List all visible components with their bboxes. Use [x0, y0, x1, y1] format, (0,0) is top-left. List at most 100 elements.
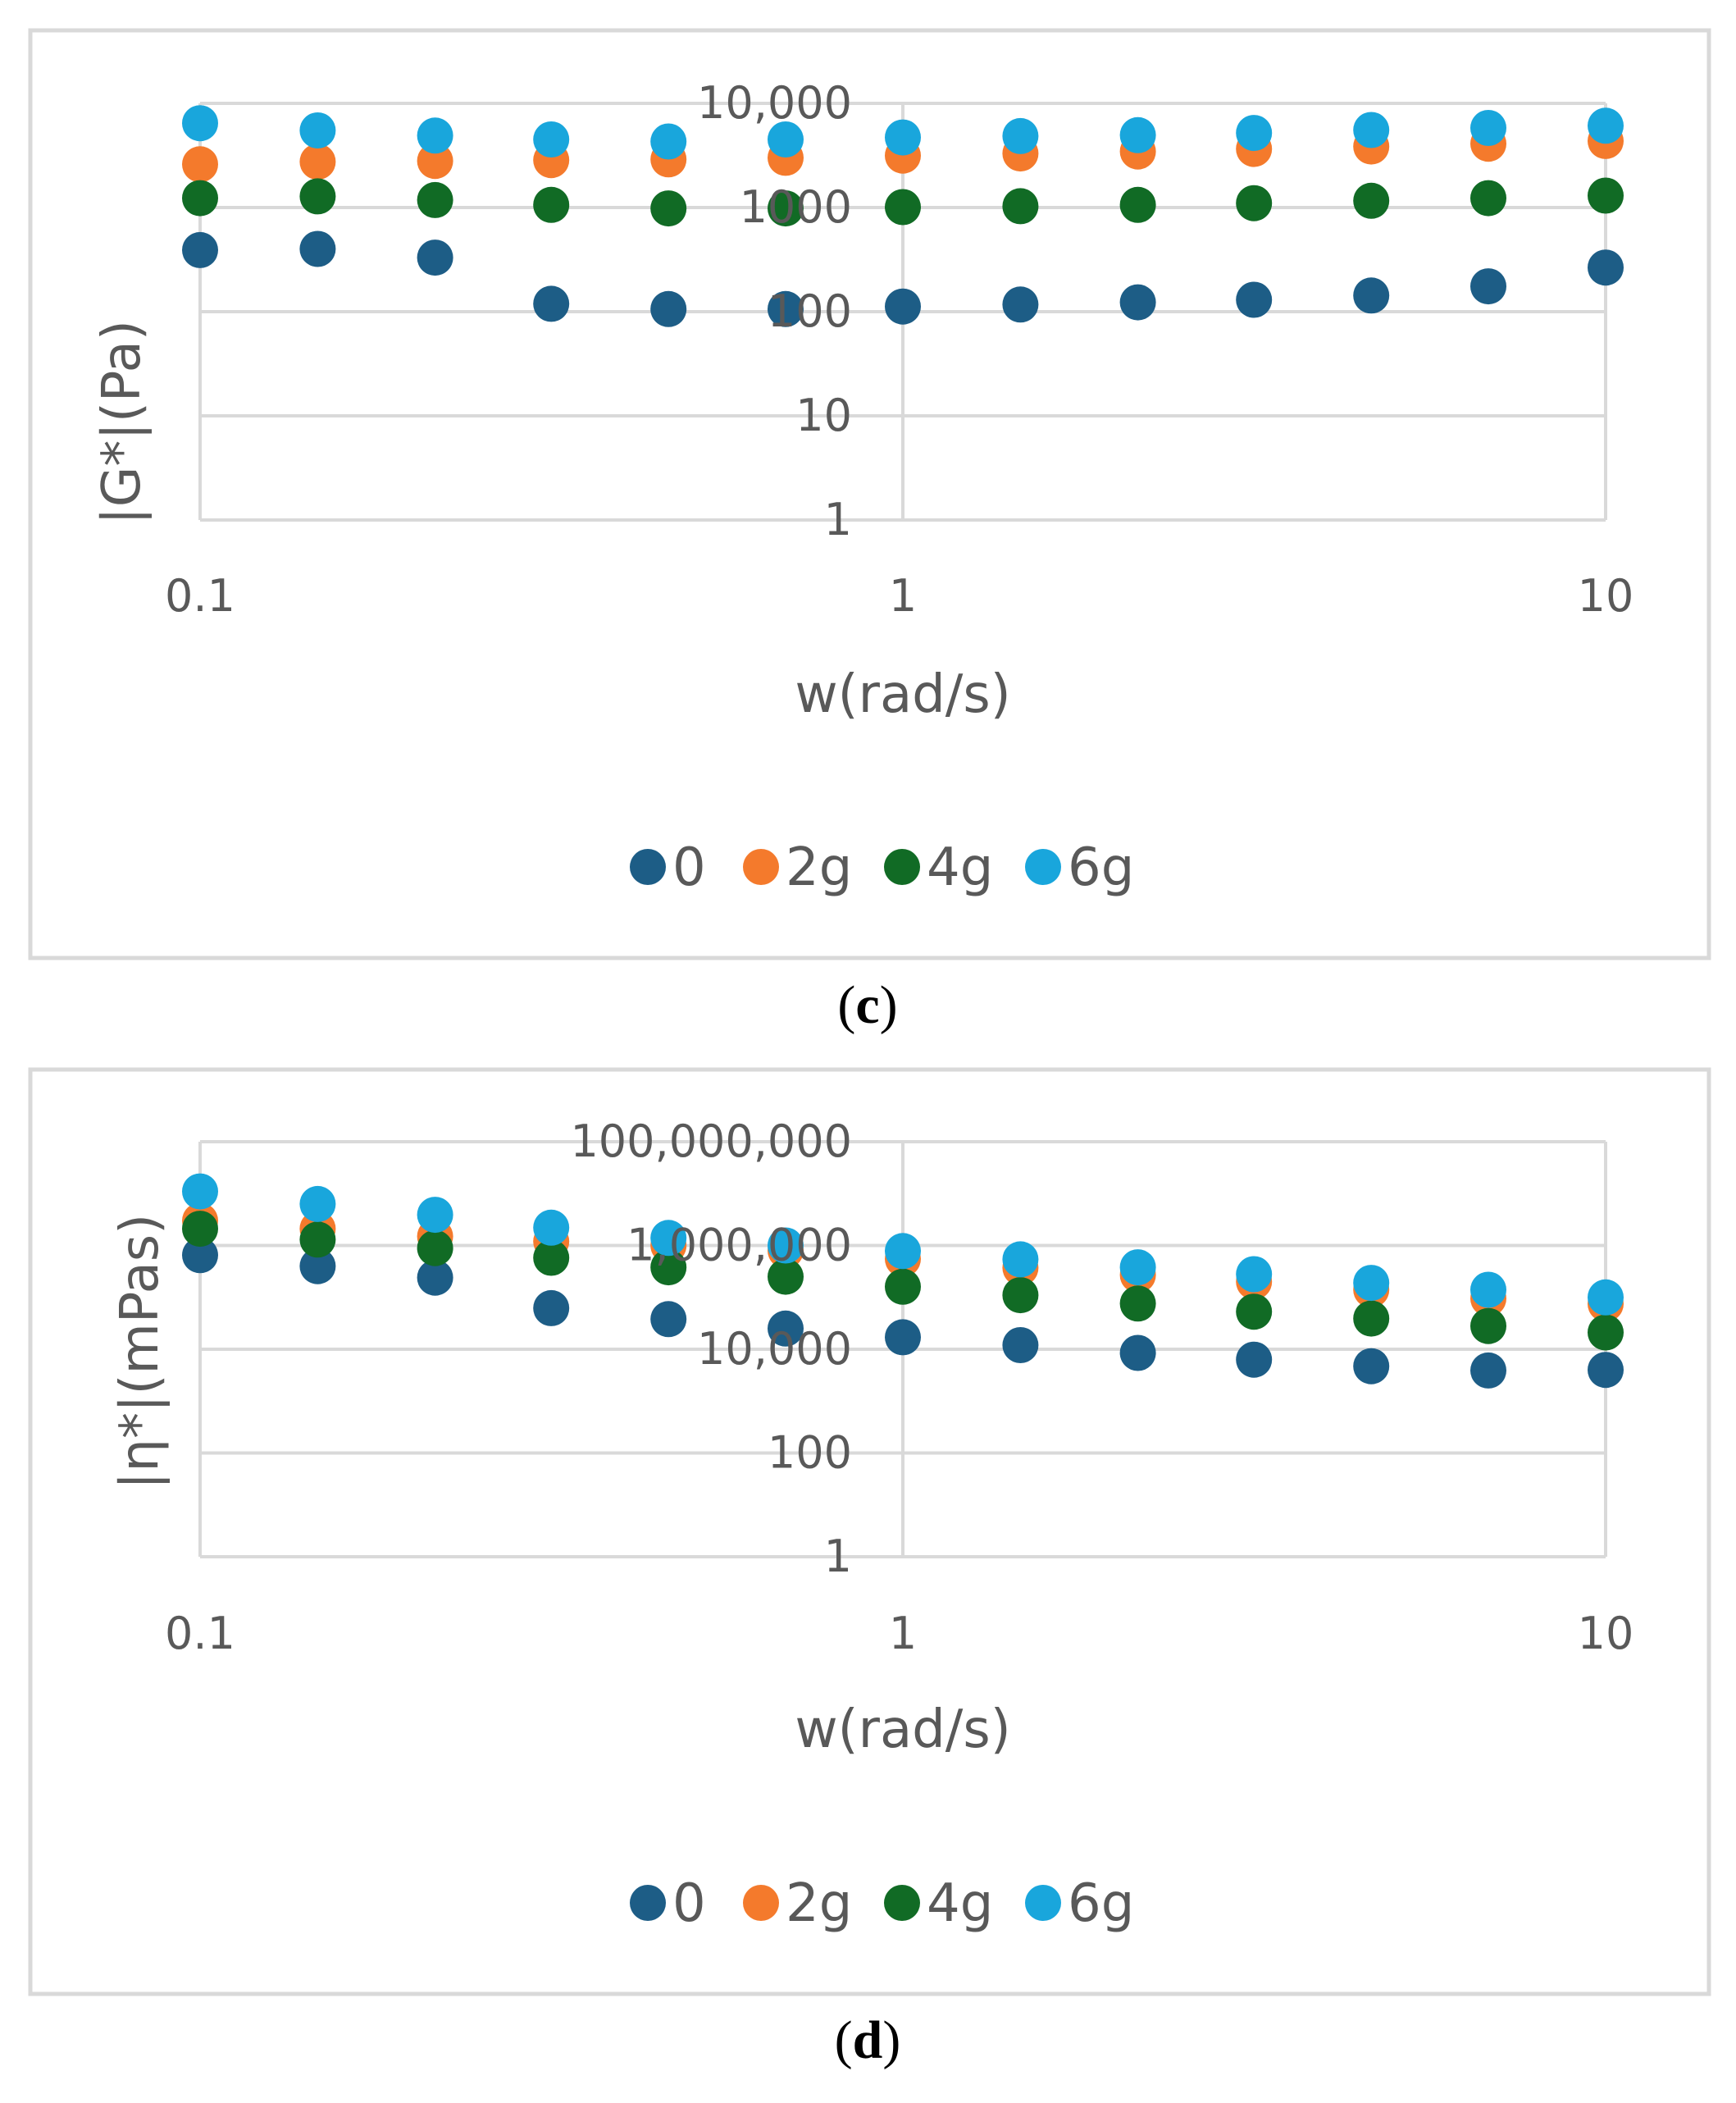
data-point-series-6g	[1470, 110, 1506, 146]
data-point-series-0	[1236, 1341, 1273, 1378]
legend-label-series-6g: 6g	[1068, 837, 1134, 898]
x-tick-label: 1	[889, 1608, 917, 1659]
chart-frame	[28, 1067, 1711, 1996]
y-tick-label: 1000	[740, 181, 852, 233]
legend-marker-series-6g	[1025, 849, 1061, 885]
data-point-series-0	[417, 239, 453, 276]
x-tick-label: 0.1	[165, 1608, 235, 1659]
legend-marker-series-0	[630, 1885, 666, 1921]
data-point-series-6g	[885, 1233, 921, 1270]
chart-panel-c: 1 10 100 1000 10,000 0.1 1 10 w(rad/s) |G*|(Pa) 0 2…	[28, 28, 1711, 1035]
data-point-series-6g	[885, 119, 921, 156]
data-point-series-0	[299, 1248, 336, 1284]
legend-label-series-6g: 6g	[1068, 1873, 1134, 1934]
data-point-series-6g	[1470, 1271, 1506, 1308]
legend-marker-series-4g	[884, 1885, 920, 1921]
legend-marker-series-6g	[1025, 1885, 1061, 1921]
x-tick-label: 0.1	[165, 570, 235, 622]
data-point-series-4g	[417, 1229, 453, 1266]
y-axis-title: |η*|(mPas)	[110, 1214, 171, 1489]
data-point-series-6g	[182, 1173, 218, 1210]
data-point-series-2g	[299, 144, 336, 180]
data-points	[182, 105, 1624, 327]
data-point-series-4g	[885, 1268, 921, 1305]
data-point-series-6g	[1119, 1249, 1156, 1286]
data-point-series-0	[1588, 249, 1624, 286]
data-point-series-0	[1470, 268, 1506, 305]
legend-label-series-4g: 4g	[927, 1873, 993, 1934]
data-point-series-4g	[417, 181, 453, 218]
data-point-series-6g	[533, 1209, 570, 1246]
caption-letter: c	[855, 975, 879, 1035]
legend-marker-series-0	[630, 849, 666, 885]
y-tick-label: 100	[768, 285, 852, 337]
legend-marker-series-4g	[884, 849, 920, 885]
data-point-series-6g	[650, 1220, 687, 1257]
legend-marker-series-2g	[743, 1885, 779, 1921]
data-point-series-0	[1353, 277, 1390, 314]
y-tick-label: 1	[824, 494, 852, 545]
x-tick-label: 10	[1578, 1608, 1634, 1659]
caption-open-paren: (	[837, 975, 855, 1035]
caption-close-paren: )	[880, 975, 898, 1035]
legend-label-series-2g: 2g	[786, 837, 852, 898]
y-tick-label: 10,000	[697, 77, 852, 129]
data-point-series-4g	[1002, 1277, 1039, 1314]
data-point-series-0	[299, 230, 336, 267]
panel-caption: (c)	[837, 975, 897, 1035]
data-point-series-4g	[1119, 1285, 1156, 1322]
legend: 0 2g 4g 6g	[630, 1873, 1134, 1934]
data-point-series-0	[533, 1289, 570, 1326]
data-point-series-4g	[650, 1249, 687, 1286]
data-point-series-0	[417, 1259, 453, 1296]
data-point-series-4g	[885, 189, 921, 226]
caption-open-paren: (	[835, 2010, 853, 2070]
data-point-series-0	[1002, 286, 1039, 323]
legend-label-series-0: 0	[672, 1873, 706, 1934]
data-point-series-4g	[182, 1211, 218, 1248]
caption-close-paren: )	[882, 2010, 900, 2070]
data-point-series-0	[1002, 1327, 1039, 1363]
legend: 0 2g 4g 6g	[630, 837, 1134, 898]
data-point-series-4g	[1470, 180, 1506, 217]
data-point-series-6g	[1588, 1279, 1624, 1316]
data-point-series-0	[768, 290, 804, 327]
data-point-series-4g	[299, 178, 336, 215]
data-point-series-0	[1119, 284, 1156, 321]
y-tick-label: 100	[768, 1427, 852, 1479]
y-tick-label: 1,000,000	[627, 1220, 852, 1271]
data-point-series-0	[1470, 1352, 1506, 1389]
data-point-series-6g	[1236, 115, 1273, 152]
data-point-series-0	[650, 290, 687, 327]
x-axis-title: w(rad/s)	[795, 1699, 1010, 1760]
data-point-series-0	[1353, 1348, 1390, 1385]
legend-marker-series-2g	[743, 849, 779, 885]
y-tick-label: 1	[824, 1530, 852, 1582]
legend-label-series-0: 0	[672, 837, 706, 898]
x-tick-label: 10	[1578, 570, 1634, 622]
data-point-series-4g	[768, 190, 804, 227]
data-point-series-0	[768, 1310, 804, 1347]
y-tick-label: 10,000	[697, 1323, 852, 1375]
data-point-series-6g	[533, 121, 570, 157]
data-point-series-4g	[768, 1258, 804, 1295]
data-point-series-0	[182, 1237, 218, 1274]
data-point-series-6g	[1002, 1241, 1039, 1278]
data-point-series-0	[1236, 281, 1273, 318]
data-point-series-6g	[650, 123, 687, 160]
caption-letter: d	[853, 2010, 883, 2070]
data-point-series-4g	[1236, 185, 1273, 221]
data-point-series-2g	[182, 146, 218, 183]
data-point-series-4g	[1588, 177, 1624, 214]
data-point-series-4g	[533, 186, 570, 223]
y-axis-title: |G*|(Pa)	[92, 320, 153, 525]
data-point-series-4g	[1236, 1293, 1273, 1330]
data-point-series-6g	[299, 112, 336, 148]
y-tick-label: 10	[795, 390, 852, 441]
data-point-series-4g	[182, 180, 218, 217]
legend-label-series-2g: 2g	[786, 1873, 852, 1934]
data-point-series-4g	[299, 1221, 336, 1258]
data-point-series-6g	[299, 1185, 336, 1222]
